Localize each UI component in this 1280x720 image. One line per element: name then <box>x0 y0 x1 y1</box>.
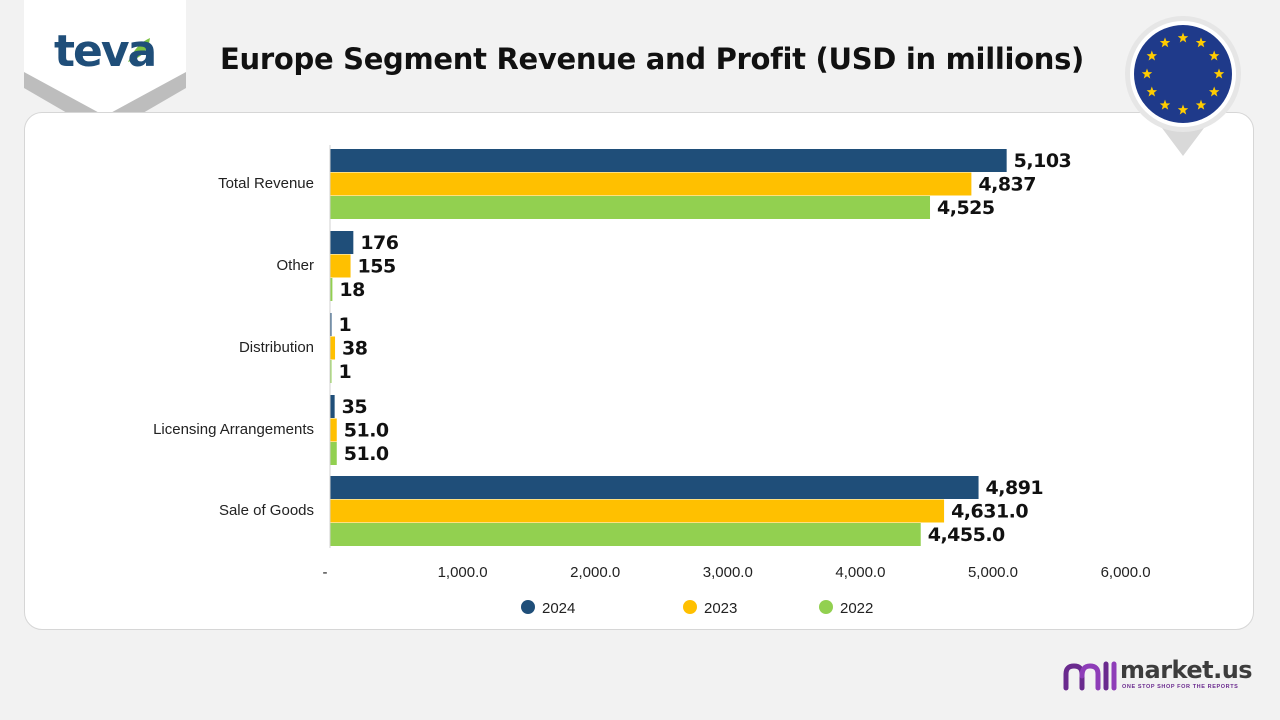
data-label-other-2022: 18 <box>339 279 365 301</box>
eu-star-icon <box>1146 86 1158 97</box>
legend-label-2022: 2022 <box>840 600 873 617</box>
eu-flag-icon <box>1125 16 1241 156</box>
data-label-distribution-2023: 38 <box>342 338 368 360</box>
data-label-other-2024: 176 <box>360 232 398 254</box>
teva-logo: teva <box>24 0 186 135</box>
bar-other-2023 <box>330 254 351 278</box>
bar-total-revenue-2023 <box>330 172 972 196</box>
teva-leaf-icon <box>128 38 150 62</box>
eu-star-icon <box>1141 68 1153 79</box>
bar-other-2024 <box>330 231 354 254</box>
data-label-licensing-arrangements-2024: 35 <box>342 396 367 418</box>
data-label-total-revenue-2024: 5,103 <box>1014 150 1072 172</box>
bar-other-2022 <box>330 278 333 301</box>
data-label-total-revenue-2023: 4,837 <box>978 174 1036 196</box>
x-tick-label-0: - <box>323 564 328 581</box>
legend-label-2023: 2023 <box>704 600 737 617</box>
x-tick-label-6: 6,000.0 <box>1101 564 1151 581</box>
page-title: Europe Segment Revenue and Profit (USD i… <box>220 42 1085 76</box>
bar-sale-of-goods-2023 <box>330 499 945 523</box>
bar-licensing-arrangements-2022 <box>330 442 337 465</box>
legend-marker-2024 <box>521 600 535 614</box>
x-tick-label-5: 5,000.0 <box>968 564 1018 581</box>
x-tick-label-3: 3,000.0 <box>703 564 753 581</box>
marketus-logo: market.us ONE STOP SHOP FOR THE REPORTS <box>1062 656 1262 698</box>
eu-flag-badge <box>1123 14 1243 160</box>
data-label-sale-of-goods-2022: 4,455.0 <box>928 524 1005 546</box>
category-label-distribution: Distribution <box>239 339 314 356</box>
data-label-other-2023: 155 <box>358 256 396 278</box>
bar-total-revenue-2022 <box>330 196 931 219</box>
bar-distribution-2023 <box>330 336 336 360</box>
data-label-sale-of-goods-2023: 4,631.0 <box>951 501 1028 523</box>
eu-star-icon <box>1177 104 1189 115</box>
eu-star-icon <box>1159 99 1171 110</box>
legend-marker-2022 <box>819 600 833 614</box>
teva-badge-shape <box>24 0 186 135</box>
data-label-sale-of-goods-2024: 4,891 <box>986 477 1044 499</box>
bar-distribution-2024 <box>330 313 332 336</box>
category-label-total-revenue: Total Revenue <box>218 175 314 192</box>
marketus-name: market.us <box>1120 656 1253 684</box>
category-label-licensing-arrangements: Licensing Arrangements <box>153 421 314 438</box>
eu-star-icon <box>1177 32 1189 43</box>
eu-star-icon <box>1159 37 1171 48</box>
bar-sale-of-goods-2024 <box>330 476 979 499</box>
category-label-sale-of-goods: Sale of Goods <box>219 502 314 519</box>
bar-licensing-arrangements-2023 <box>330 418 337 442</box>
category-label-other: Other <box>276 257 314 274</box>
legend-label-2024: 2024 <box>542 600 575 617</box>
legend-marker-2023 <box>683 600 697 614</box>
x-tick-label-4: 4,000.0 <box>835 564 885 581</box>
x-tick-label-2: 2,000.0 <box>570 564 620 581</box>
eu-star-icon <box>1208 86 1220 97</box>
bar-total-revenue-2024 <box>330 149 1007 172</box>
bar-distribution-2022 <box>330 360 332 383</box>
data-label-licensing-arrangements-2022: 51.0 <box>344 443 389 465</box>
marketus-tagline: ONE STOP SHOP FOR THE REPORTS <box>1122 684 1239 690</box>
eu-star-icon <box>1195 37 1207 48</box>
marketus-logo-icon <box>1063 661 1117 691</box>
eu-star-icon <box>1146 50 1158 61</box>
eu-star-icon <box>1208 50 1220 61</box>
eu-star-icon <box>1195 99 1207 110</box>
bar-sale-of-goods-2022 <box>330 523 921 546</box>
data-label-distribution-2022: 1 <box>339 361 352 383</box>
teva-logo-text: teva <box>54 26 157 77</box>
bar-licensing-arrangements-2024 <box>330 395 335 418</box>
data-label-distribution-2024: 1 <box>339 314 352 336</box>
x-tick-label-1: 1,000.0 <box>438 564 488 581</box>
eu-star-icon <box>1213 68 1225 79</box>
data-label-licensing-arrangements-2023: 51.0 <box>344 420 389 442</box>
data-label-total-revenue-2022: 4,525 <box>937 197 995 219</box>
